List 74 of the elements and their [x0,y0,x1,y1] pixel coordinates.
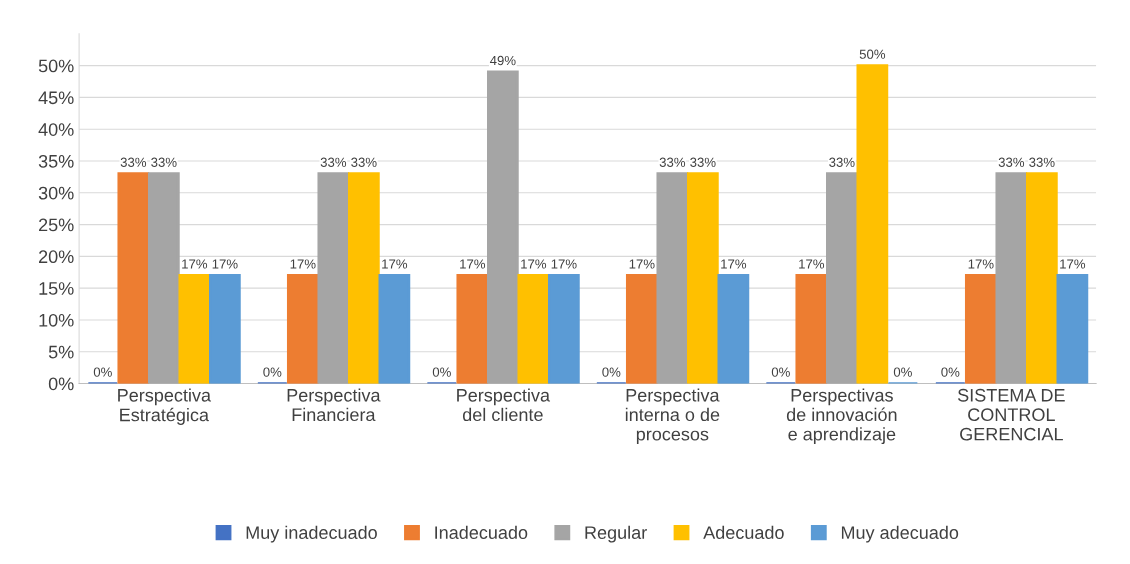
data-label: 17% [382,259,408,269]
bar [378,274,411,384]
bar [456,274,489,384]
bar [1056,274,1089,384]
bar [825,172,858,384]
legend-label: Muy inadecuado [246,525,377,543]
data-label: 17% [460,259,486,269]
y-tick-label: 0% [48,377,74,391]
data-label: 33% [320,157,347,167]
x-tick-label: SISTEMA DE CONTROL GERENCIAL [957,388,1065,441]
data-label: 0% [93,367,112,377]
y-tick-label: 20% [39,250,74,264]
bar [317,172,350,384]
data-label: 17% [1060,259,1086,269]
bar [147,172,180,384]
data-label: 0% [771,367,790,377]
data-label: 0% [432,367,451,377]
data-label: 33% [1029,157,1055,167]
data-label: 17% [212,259,238,269]
data-label: 17% [182,259,208,269]
data-label: 33% [829,157,855,167]
y-tick-label: 35% [38,154,74,168]
bar [625,274,658,384]
bar [686,172,719,384]
data-label: 50% [859,49,886,59]
y-tick-label: 25% [39,218,74,232]
data-label: 17% [551,259,577,269]
bar [1025,172,1058,384]
data-label: 33% [351,157,377,167]
data-label: 0% [263,367,282,377]
x-tick-label: Perspectivas de innovación e aprendizaje [786,388,897,445]
bar [795,274,828,384]
y-tick-label: 50% [38,59,74,73]
bar [995,172,1028,384]
data-label: 17% [629,259,655,269]
bar [178,274,211,384]
legend-label: Inadecuado [435,525,528,540]
bar [286,274,319,384]
y-tick-label: 45% [38,91,74,105]
data-label: 0% [893,367,912,377]
legend-label: Muy adecuado [841,525,959,543]
y-tick-label: 30% [38,186,74,200]
data-label: 33% [120,157,147,167]
bar [517,274,550,384]
data-label: 0% [602,367,621,377]
x-tick-label: Perspectiva Estratégica [118,388,212,425]
data-label: 33% [690,157,716,167]
bar [964,274,997,384]
data-label: 33% [151,157,177,167]
legend-label: Adecuado [703,525,784,540]
data-label: 17% [968,259,994,269]
x-tick-label: Perspectiva del cliente [457,388,551,422]
data-label: 17% [290,259,316,269]
data-label: 33% [659,157,686,167]
data-label: 33% [998,157,1025,167]
data-label: 49% [489,55,516,66]
x-tick-label: Perspectiva interna o de procesos [625,388,720,445]
bar [486,70,519,384]
x-tick-label: Perspectiva Financiera [287,388,381,422]
y-tick-label: 5% [48,345,74,359]
bar [717,274,750,384]
bar [547,274,580,384]
bar [656,172,689,384]
data-label: 17% [521,259,547,269]
data-label: 17% [721,259,747,269]
bar [117,172,150,384]
bar [347,172,380,384]
bar [208,274,241,384]
y-tick-label: 15% [39,282,74,295]
data-label: 17% [799,259,825,269]
y-tick-label: 10% [39,313,74,327]
y-tick-label: 40% [38,123,74,136]
legend-label: Regular [585,525,647,543]
data-label: 0% [941,367,960,377]
